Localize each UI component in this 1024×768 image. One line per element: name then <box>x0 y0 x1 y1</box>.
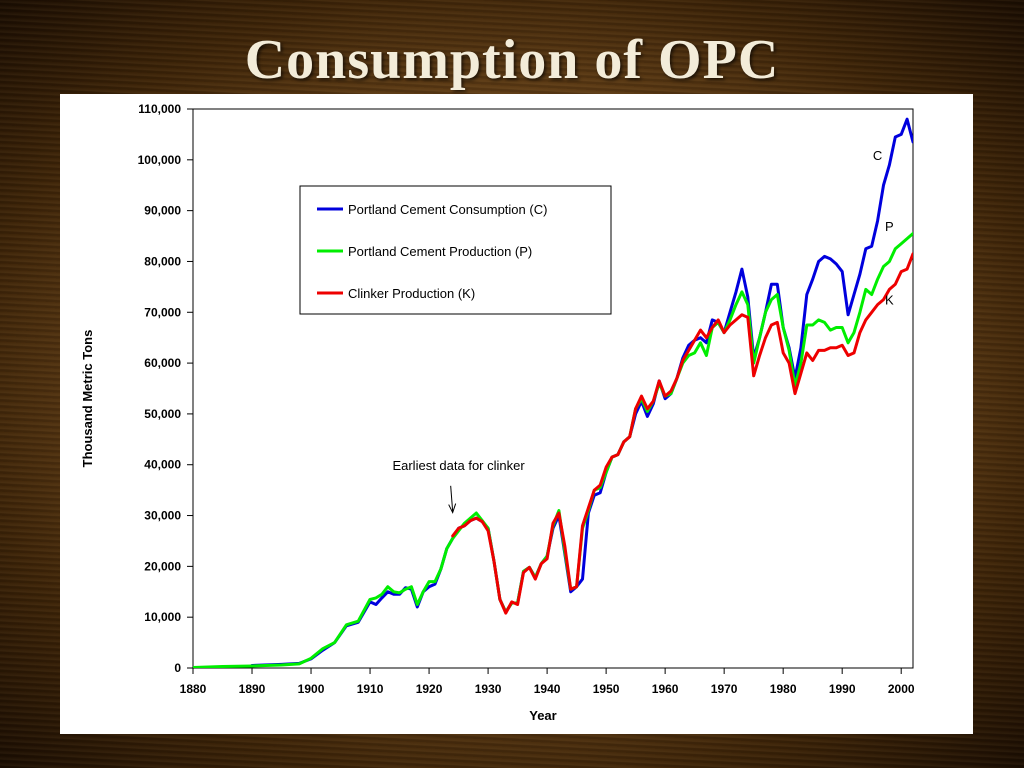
x-axis-title: Year <box>529 708 556 723</box>
annotations: Earliest data for clinker C P K <box>392 148 894 514</box>
x-tick-label: 1970 <box>711 682 738 696</box>
series-end-label: P <box>885 219 894 234</box>
y-tick-label: 70,000 <box>144 305 181 319</box>
x-tick-label: 1920 <box>416 682 443 696</box>
legend-entry-label: Clinker Production (K) <box>348 286 475 301</box>
x-tick-label: 1900 <box>298 682 325 696</box>
y-tick-label: 80,000 <box>144 254 181 268</box>
x-tick-label: 2000 <box>888 682 915 696</box>
y-tick-label: 100,000 <box>138 153 182 167</box>
chart-panel: 0 10,000 20,000 30,000 40,000 50,000 60,000 70,… <box>60 94 973 734</box>
y-tick-label: 40,000 <box>144 458 181 472</box>
x-tick-label: 1910 <box>357 682 384 696</box>
y-tick-label: 10,000 <box>144 610 181 624</box>
x-tick-label: 1960 <box>652 682 679 696</box>
y-tick-label: 0 <box>174 661 181 675</box>
y-tick-label: 110,000 <box>138 102 181 116</box>
legend-entry-label: Portland Cement Production (P) <box>348 244 532 259</box>
legend-entry-label: Portland Cement Consumption (C) <box>348 202 547 217</box>
plot-frame <box>192 108 914 669</box>
y-tick-label: 50,000 <box>144 407 181 421</box>
x-tick-label: 1890 <box>239 682 266 696</box>
series-line-clinker <box>451 252 913 615</box>
line-chart: 0 10,000 20,000 30,000 40,000 50,000 60,000 70,… <box>80 102 915 723</box>
x-tick-label: 1950 <box>593 682 620 696</box>
series-end-label: K <box>885 293 894 308</box>
x-tick-label: 1930 <box>475 682 502 696</box>
y-tick-label: 90,000 <box>144 204 181 218</box>
y-tick-label: 60,000 <box>144 356 181 370</box>
legend-box <box>299 185 612 315</box>
x-tick-label: 1990 <box>829 682 856 696</box>
y-tick-label: 20,000 <box>144 559 181 573</box>
y-tick-label: 30,000 <box>144 509 181 523</box>
legend: Portland Cement Consumption (C) Portland … <box>299 185 612 315</box>
annotation-arrow <box>450 485 454 512</box>
x-tick-label: 1940 <box>534 682 561 696</box>
x-tick-label: 1880 <box>180 682 207 696</box>
slide-title: Consumption of OPC <box>244 29 780 91</box>
annotation-arrowhead <box>448 503 457 514</box>
annotation-clinker-note: Earliest data for clinker <box>392 458 525 473</box>
axes: 0 10,000 20,000 30,000 40,000 50,000 60,000 70,… <box>80 102 915 723</box>
y-axis-title: Thousand Metric Tons <box>80 330 95 468</box>
series-end-label: C <box>873 148 882 163</box>
x-tick-label: 1980 <box>770 682 797 696</box>
series-lines <box>193 117 913 668</box>
